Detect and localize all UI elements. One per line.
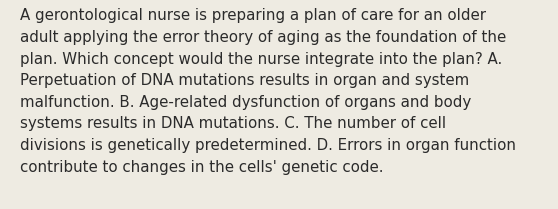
Text: A gerontological nurse is preparing a plan of care for an older
adult applying t: A gerontological nurse is preparing a pl…	[20, 8, 516, 175]
